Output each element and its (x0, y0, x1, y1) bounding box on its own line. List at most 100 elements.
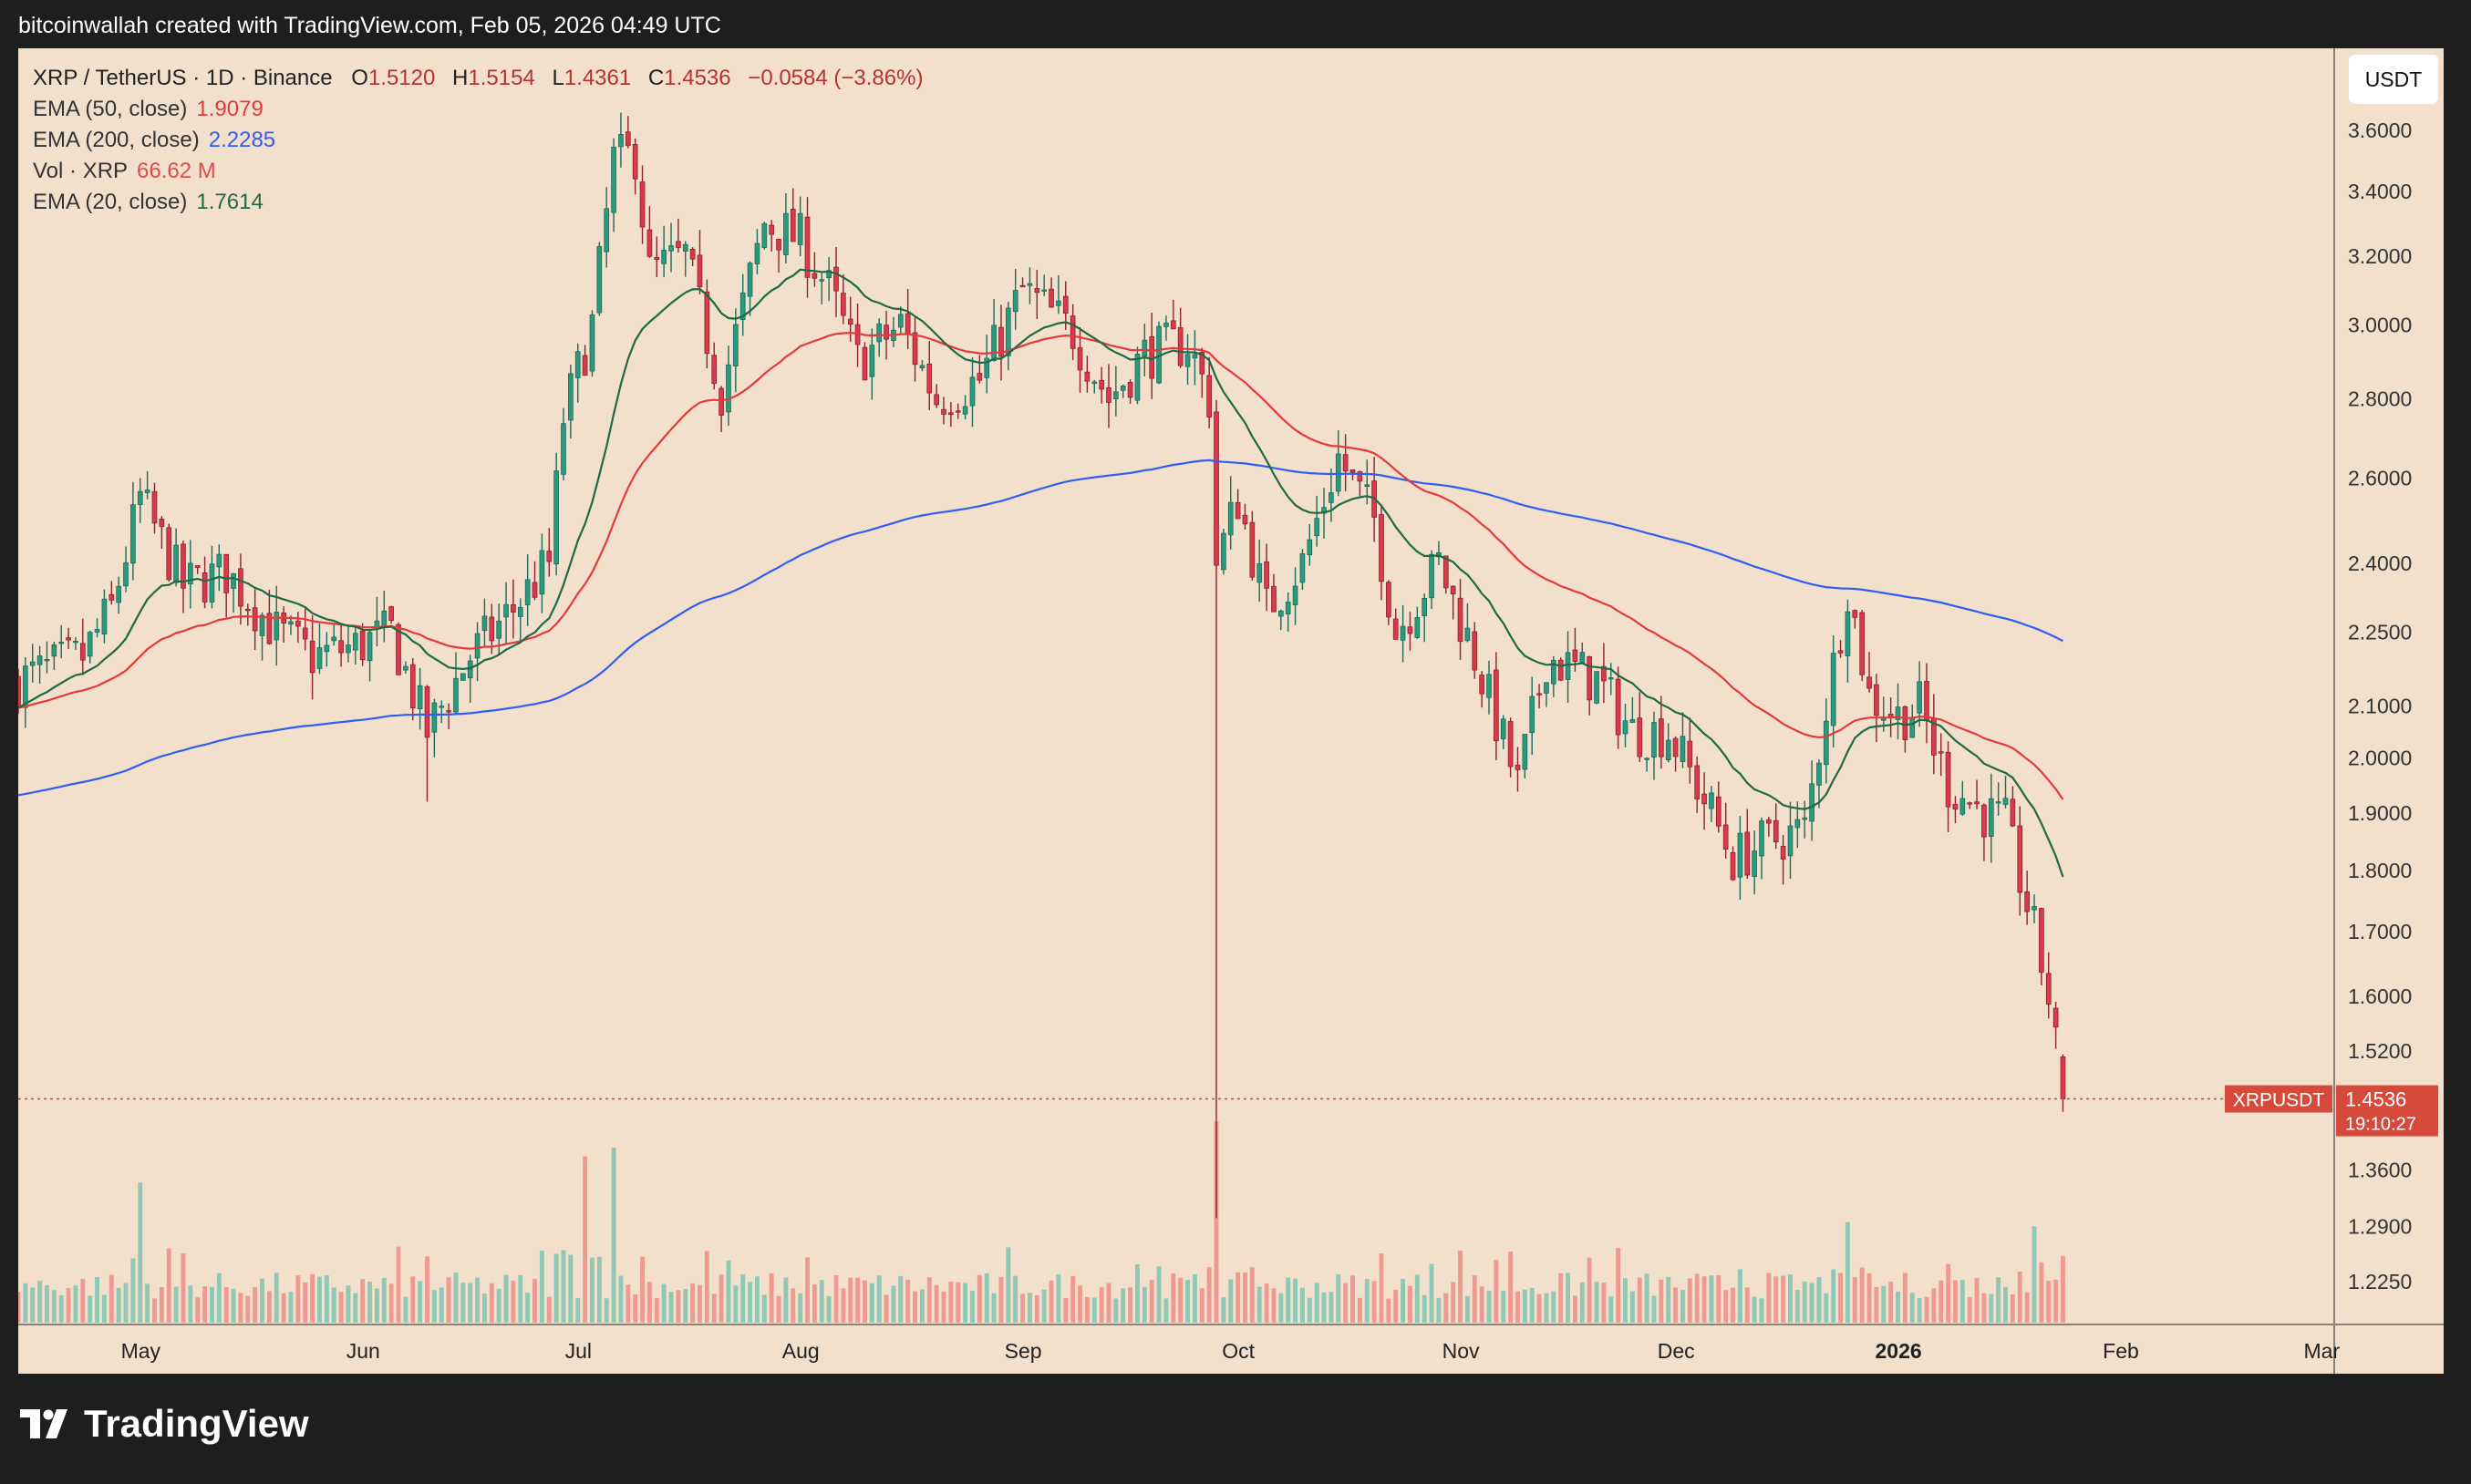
legend-ema20[interactable]: EMA (20, close) 1.7614 (33, 187, 923, 218)
volume-bar (1644, 1273, 1649, 1323)
candle-body (654, 256, 660, 261)
volume-bar (1221, 1297, 1226, 1323)
price-tick-label: 2.2500 (2348, 621, 2412, 644)
volume-bar (1113, 1298, 1119, 1323)
volume-bar (1006, 1247, 1011, 1323)
candle-body (1235, 501, 1241, 520)
candle-body (359, 630, 366, 661)
volume-bar (2003, 1286, 2008, 1323)
candle-body (1386, 582, 1391, 618)
legend-volume[interactable]: Vol · XRP 66.62 M (33, 156, 923, 187)
candle-body (73, 641, 78, 644)
volume-bar (1350, 1275, 1355, 1323)
candle-body (1379, 514, 1384, 582)
volume-bar (101, 1294, 107, 1323)
candle-body (66, 637, 71, 641)
candle-body (1062, 295, 1069, 314)
candle-body (568, 373, 574, 421)
volume-bar (116, 1287, 121, 1323)
volume-bar (2024, 1292, 2030, 1323)
candle-body (460, 673, 466, 681)
candle-body (1845, 611, 1851, 656)
candle-body (274, 612, 280, 641)
time-axis-label: Mar (2304, 1339, 2341, 1363)
volume-bar (704, 1251, 709, 1323)
volume-bar (1551, 1291, 1556, 1323)
candle-body (639, 181, 646, 228)
volume-bar (532, 1278, 537, 1323)
volume-bar (88, 1295, 93, 1323)
candle-body (1665, 739, 1671, 761)
candle-body (611, 146, 616, 213)
volume-bar (1293, 1278, 1298, 1323)
volume-bar (963, 1283, 968, 1323)
tradingview-logo[interactable]: TradingView (20, 1402, 309, 1446)
candle-body (1565, 652, 1571, 680)
time-axis-label: Feb (2103, 1339, 2139, 1363)
volume-bar (1128, 1287, 1133, 1323)
volume-bar (1243, 1272, 1247, 1323)
volume-bar (761, 1294, 767, 1323)
candle-body (632, 144, 638, 180)
candle-body (847, 318, 853, 325)
candle-body (1722, 824, 1729, 850)
candle-body (1214, 411, 1219, 566)
price-tick-label: 3.0000 (2348, 314, 2412, 337)
candle-body (1579, 652, 1586, 664)
volume-bar (475, 1277, 481, 1323)
volume-bar (869, 1283, 874, 1323)
candle-body (2032, 906, 2037, 911)
chart-frame[interactable]: 3.6000 3.4000 3.2000 3.0000 2.8000 2.6000 2.40… (18, 48, 2444, 1374)
volume-bar (1256, 1286, 1262, 1323)
volume-bar (1486, 1290, 1492, 1323)
candle-body (676, 241, 681, 248)
candle-body (1823, 720, 1829, 766)
candle-body (166, 527, 172, 581)
volume-bar (898, 1275, 904, 1323)
price-unit-button[interactable]: USDT (2349, 55, 2438, 104)
candles (18, 112, 2066, 1219)
symbol-label[interactable]: XRP / TetherUS · 1D · Binance (33, 66, 333, 90)
volume-bar (833, 1274, 839, 1323)
candle-body (439, 706, 445, 708)
volume-bar (1329, 1292, 1334, 1323)
volume-bar (1616, 1248, 1621, 1323)
volume-bar (503, 1274, 509, 1323)
candle-body (862, 346, 868, 381)
candle-body (295, 620, 301, 627)
volume-bar (223, 1287, 229, 1323)
legend-ema50[interactable]: EMA (50, close) 1.9079 (33, 94, 923, 125)
volume-bar (740, 1274, 746, 1323)
volume-bar (1063, 1297, 1069, 1323)
candle-body (1041, 289, 1048, 292)
volume-bar (460, 1283, 466, 1323)
volume-bar (604, 1298, 609, 1323)
volume-bar (754, 1276, 760, 1323)
volume-bar (1666, 1276, 1671, 1323)
chart-caption: bitcoinwallah created with TradingView.c… (18, 13, 721, 38)
volume-bar (1572, 1295, 1577, 1323)
volume-bar (2010, 1293, 2015, 1323)
volume-bar (1494, 1260, 1499, 1323)
price-chart[interactable]: 3.6000 3.4000 3.2000 3.0000 2.8000 2.6000 2.40… (18, 48, 2444, 1374)
legend-ema200[interactable]: EMA (200, close) 2.2285 (33, 125, 923, 156)
price-tick-label: 2.1000 (2348, 695, 2412, 718)
candle-body (1221, 532, 1226, 571)
volume-bar (1357, 1297, 1362, 1323)
volume-bar (998, 1276, 1004, 1323)
candle-body (1938, 751, 1944, 754)
volume-bar (66, 1288, 71, 1323)
volume-bar (1501, 1291, 1506, 1323)
candle-body (1414, 617, 1421, 638)
volume-bar (496, 1288, 501, 1323)
volume-bar (37, 1281, 43, 1323)
candle-body (2052, 1007, 2059, 1028)
volume-bar (1099, 1287, 1104, 1323)
volume-bar (23, 1283, 28, 1323)
volume-bar (1623, 1278, 1628, 1323)
candle-body (561, 423, 566, 475)
symbol-price-tag-label: XRPUSDT (2233, 1090, 2325, 1111)
candle-body (689, 249, 696, 260)
volume-bar (733, 1285, 739, 1323)
candle-body (783, 212, 789, 256)
